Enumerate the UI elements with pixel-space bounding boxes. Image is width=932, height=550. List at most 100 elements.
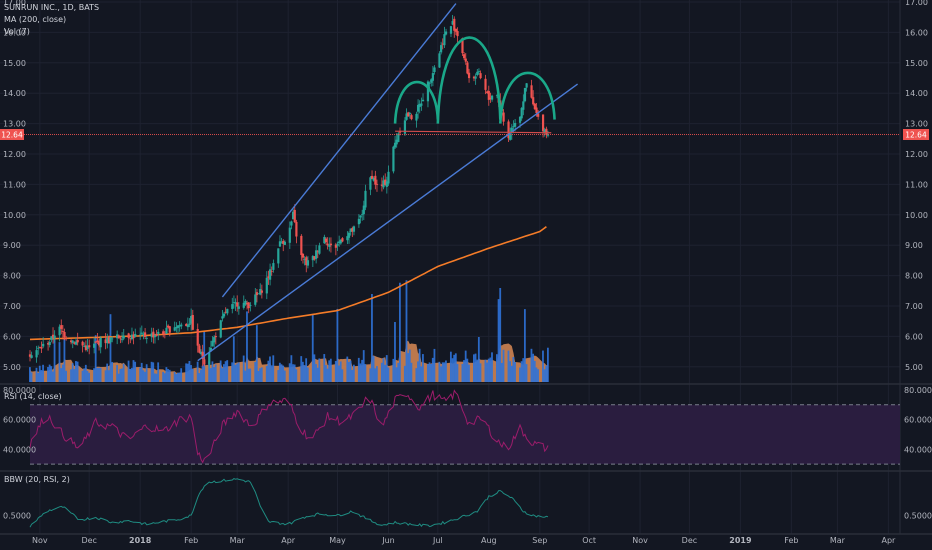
y-tick-label-left: 11.00 (3, 180, 26, 189)
candle-body (357, 218, 360, 225)
bbw-label: BBW (20, RSI, 2) (4, 475, 70, 484)
candle-body (316, 251, 319, 253)
x-tick-label: Feb (784, 536, 798, 545)
volume-bar (180, 368, 183, 382)
volume-bar (334, 360, 337, 382)
candle-body (518, 116, 522, 123)
volume-bar (219, 360, 222, 382)
volume-bar (535, 367, 538, 382)
candle-body (431, 73, 434, 81)
candle-body (58, 326, 61, 336)
candle-body (142, 334, 145, 335)
volume-bar (270, 365, 273, 382)
volume-bar (191, 368, 194, 382)
volume-bar (341, 369, 344, 382)
candle-body (46, 343, 50, 345)
volume-bar (224, 361, 227, 382)
candle-body (466, 62, 469, 74)
y-tick-label-right: 12.00 (905, 150, 928, 159)
candle-body (393, 142, 397, 148)
candle-body (134, 333, 137, 337)
candle-body (245, 303, 249, 305)
volume-bar (35, 367, 38, 382)
volume-bar (405, 280, 408, 382)
candle-body (167, 325, 170, 328)
volume-bar (40, 370, 43, 382)
candle-body (94, 341, 97, 343)
volume-bar (234, 364, 237, 382)
volume-bar (283, 370, 286, 382)
volume-bar (486, 362, 488, 382)
volume-bar (265, 366, 268, 382)
candle-body (139, 334, 142, 336)
volume-bar (422, 354, 424, 382)
candle-body (219, 320, 222, 338)
volume-bar (313, 354, 316, 382)
candle-body (380, 184, 384, 186)
volume-bar (104, 370, 107, 382)
candle-body (407, 112, 410, 117)
candle-body (362, 205, 365, 215)
candle-body (283, 241, 286, 245)
volume-bar (461, 363, 464, 382)
candle-body (173, 327, 176, 331)
y-tick-label-right: 16.00 (905, 28, 928, 37)
volume-bar (98, 367, 100, 382)
candle-body (512, 126, 515, 128)
volume-bar (443, 362, 446, 382)
volume-bar (65, 370, 67, 382)
candle-body (288, 227, 291, 243)
candle-body (129, 338, 132, 340)
y-tick-label-left: 17.00 (3, 0, 26, 7)
volume-bar (311, 314, 314, 382)
volume-bar (242, 355, 245, 382)
candle-body (165, 327, 168, 334)
volume-bar (106, 363, 109, 382)
candle-body (40, 347, 43, 349)
x-tick-label: Jul (432, 536, 443, 545)
volume-bar (116, 365, 118, 382)
volume-bar (42, 364, 44, 382)
candle-body (535, 107, 538, 114)
volume-bar (255, 325, 258, 382)
volume-bar (84, 364, 87, 382)
y-tick-label-right: 7.00 (905, 302, 923, 311)
candle-body (509, 134, 512, 140)
volume-bar (94, 335, 97, 382)
volume-bar (247, 368, 250, 382)
volume-bar (339, 361, 342, 382)
volume-bar (61, 364, 64, 382)
candle-body (280, 242, 283, 244)
volume-bar (259, 368, 262, 382)
volume-bar (223, 364, 225, 382)
legend-symbol: SUNRUN INC., 1D, BATS (4, 3, 99, 12)
y-tick-label-right: 11.00 (905, 180, 928, 189)
x-tick-label: Sep (532, 536, 547, 545)
candle-body (532, 97, 535, 105)
volume-bar (315, 364, 317, 382)
candle-body (157, 331, 160, 334)
x-tick-label: 2018 (129, 536, 152, 545)
candle-body (323, 236, 326, 244)
volume-bar (165, 367, 168, 382)
volume-bar (88, 372, 90, 382)
y-tick-label-left: 8.00 (3, 272, 21, 281)
x-tick-label: Mar (230, 536, 246, 545)
candle-body (301, 253, 305, 258)
candle-body (546, 134, 550, 136)
candle-body (242, 302, 245, 308)
volume-bar (290, 355, 293, 382)
volume-bar (231, 362, 234, 382)
candle-body (81, 341, 84, 346)
candle-body (88, 345, 91, 348)
rsi-tick-right: 40.0000 (904, 445, 932, 454)
volume-bar (140, 362, 143, 382)
volume-bar (477, 337, 480, 382)
candle-body (127, 333, 130, 339)
volume-bar (157, 362, 160, 382)
volume-bar (142, 370, 145, 382)
volume-bar (487, 358, 490, 382)
x-tick-label: Nov (32, 536, 48, 545)
price-tag-right-text: 12.64 (905, 131, 927, 140)
candle-body (111, 338, 114, 340)
